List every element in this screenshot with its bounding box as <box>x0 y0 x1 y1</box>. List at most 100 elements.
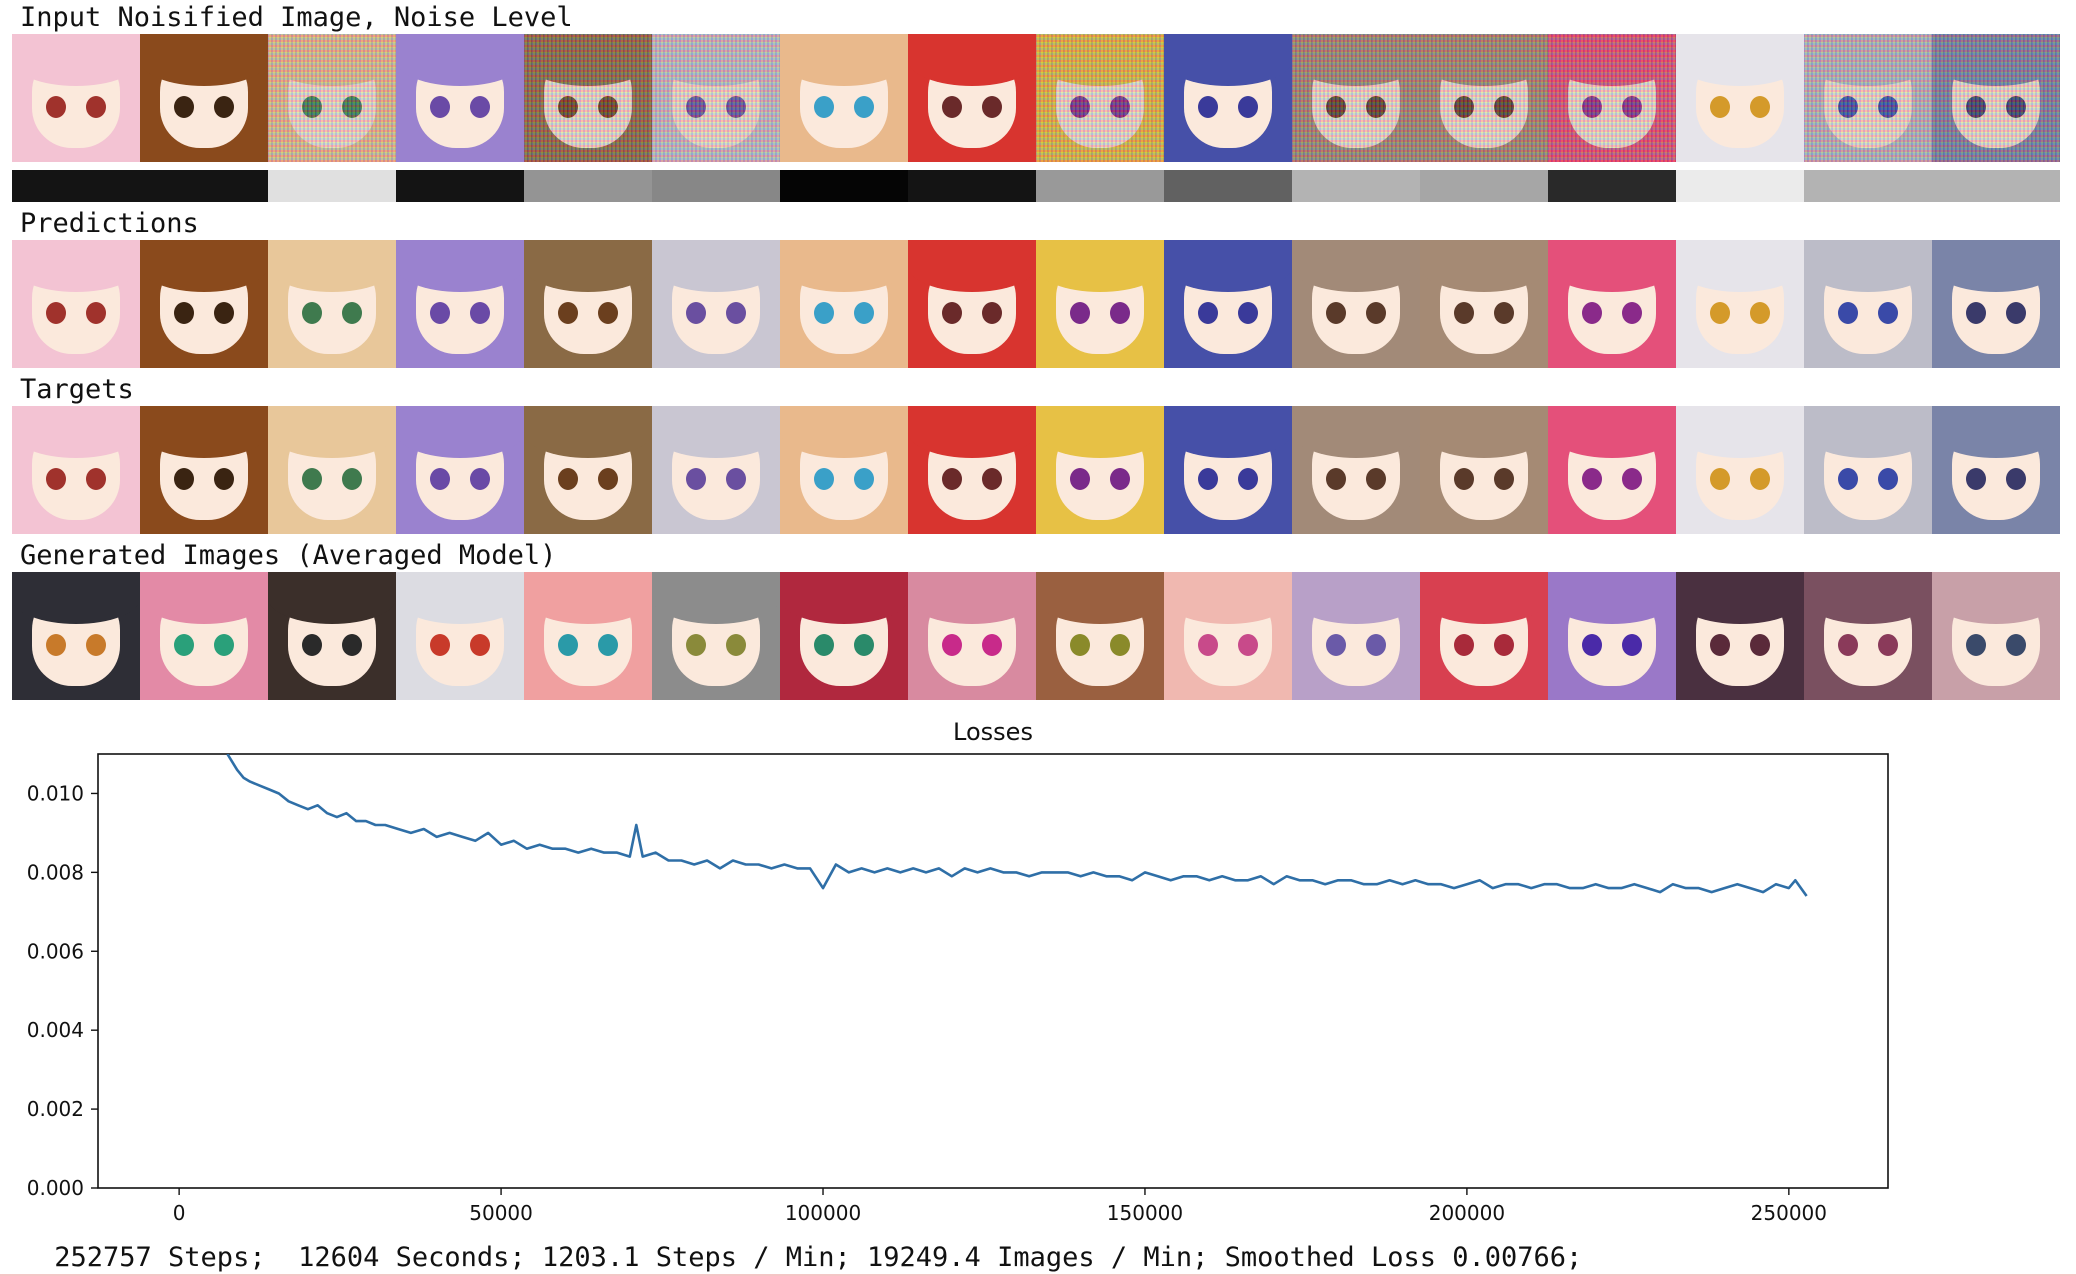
face-thumbnail <box>908 406 1036 534</box>
face-thumbnail <box>1804 240 1932 368</box>
noise-level-cell <box>1036 170 1164 202</box>
bottom-divider <box>0 1274 2076 1276</box>
x-tick-label: 0 <box>173 1201 186 1225</box>
noise-level-cell <box>1164 170 1292 202</box>
face-thumbnail <box>1292 406 1420 534</box>
face-thumbnail <box>1932 406 2060 534</box>
face-thumbnail <box>1292 240 1420 368</box>
y-tick-label: 0.006 <box>27 939 84 963</box>
face-thumbnail <box>140 34 268 162</box>
face-thumbnail <box>652 34 780 162</box>
noise-level-cell <box>140 170 268 202</box>
y-tick-label: 0.000 <box>27 1176 84 1200</box>
x-tick-label: 200000 <box>1429 1201 1505 1225</box>
face-thumbnail <box>1548 34 1676 162</box>
face-thumbnail <box>780 406 908 534</box>
x-tick-label: 150000 <box>1107 1201 1183 1225</box>
chart-title: Losses <box>953 718 1033 746</box>
face-thumbnail <box>1164 572 1292 700</box>
face-thumbnail <box>652 406 780 534</box>
face-thumbnail <box>1036 572 1164 700</box>
face-thumbnail <box>1164 406 1292 534</box>
face-thumbnail <box>908 240 1036 368</box>
noise-level-cell <box>780 170 908 202</box>
face-thumbnail <box>780 240 908 368</box>
face-thumbnail <box>268 406 396 534</box>
face-thumbnail <box>524 240 652 368</box>
face-thumbnail <box>524 34 652 162</box>
face-thumbnail <box>1420 572 1548 700</box>
face-thumbnail <box>1932 34 2060 162</box>
noise-level-cell <box>652 170 780 202</box>
face-thumbnail <box>1932 572 2060 700</box>
face-thumbnail <box>1548 572 1676 700</box>
face-thumbnail <box>908 572 1036 700</box>
face-thumbnail <box>1676 572 1804 700</box>
noise-level-bar <box>12 170 2060 202</box>
face-thumbnail <box>652 240 780 368</box>
face-thumbnail <box>1420 406 1548 534</box>
noise-level-cell <box>1804 170 1932 202</box>
face-thumbnail <box>12 240 140 368</box>
noise-level-cell <box>268 170 396 202</box>
face-thumbnail <box>1932 240 2060 368</box>
face-thumbnail <box>12 406 140 534</box>
face-thumbnail <box>396 240 524 368</box>
face-thumbnail <box>1676 240 1804 368</box>
losses-chart: Losses 0 50000 100000 150000 200000 250000 0.00… <box>27 718 1889 1225</box>
x-tick-label: 250000 <box>1751 1201 1827 1225</box>
face-thumbnail <box>1036 406 1164 534</box>
face-thumbnail <box>1036 240 1164 368</box>
face-thumbnail <box>1548 240 1676 368</box>
face-thumbnail <box>780 572 908 700</box>
face-thumbnail <box>1676 34 1804 162</box>
noise-level-cell <box>1292 170 1420 202</box>
generated-images-row <box>12 572 2060 700</box>
face-thumbnail <box>1036 34 1164 162</box>
y-tick-label: 0.002 <box>27 1097 84 1121</box>
face-thumbnail <box>268 240 396 368</box>
face-thumbnail <box>396 34 524 162</box>
loss-series-line <box>226 754 1808 897</box>
face-thumbnail <box>140 240 268 368</box>
face-thumbnail <box>396 406 524 534</box>
face-thumbnail <box>1164 240 1292 368</box>
face-thumbnail <box>652 572 780 700</box>
face-thumbnail <box>140 572 268 700</box>
face-thumbnail <box>908 34 1036 162</box>
generated-images-label: Generated Images (Averaged Model) <box>20 540 557 571</box>
training-stats: 252757 Steps; 12604 Seconds; 1203.1 Step… <box>38 1242 1583 1273</box>
face-thumbnail <box>268 34 396 162</box>
predictions-row <box>12 240 2060 368</box>
y-tick-label: 0.004 <box>27 1018 84 1042</box>
x-tick-label: 100000 <box>785 1201 861 1225</box>
targets-label: Targets <box>20 374 134 405</box>
noise-level-cell <box>396 170 524 202</box>
face-thumbnail <box>1676 406 1804 534</box>
face-thumbnail <box>1420 240 1548 368</box>
noise-level-cell <box>524 170 652 202</box>
face-thumbnail <box>268 572 396 700</box>
noise-level-cell <box>1932 170 2060 202</box>
input-images-label: Input Noisified Image, Noise Level <box>20 2 573 33</box>
input-images-row <box>12 34 2060 162</box>
face-thumbnail <box>1292 34 1420 162</box>
face-thumbnail <box>1548 406 1676 534</box>
noise-level-cell <box>1420 170 1548 202</box>
noise-level-cell <box>908 170 1036 202</box>
face-thumbnail <box>1292 572 1420 700</box>
face-thumbnail <box>12 572 140 700</box>
face-thumbnail <box>524 406 652 534</box>
x-tick-label: 50000 <box>469 1201 533 1225</box>
y-tick-label: 0.008 <box>27 860 84 884</box>
y-tick-label: 0.010 <box>27 781 84 805</box>
face-thumbnail <box>140 406 268 534</box>
plot-frame <box>97 753 1889 1189</box>
face-thumbnail <box>12 34 140 162</box>
face-thumbnail <box>1804 34 1932 162</box>
targets-row <box>12 406 2060 534</box>
noise-level-cell <box>12 170 140 202</box>
face-thumbnail <box>1804 406 1932 534</box>
noise-level-cell <box>1676 170 1804 202</box>
face-thumbnail <box>1420 34 1548 162</box>
